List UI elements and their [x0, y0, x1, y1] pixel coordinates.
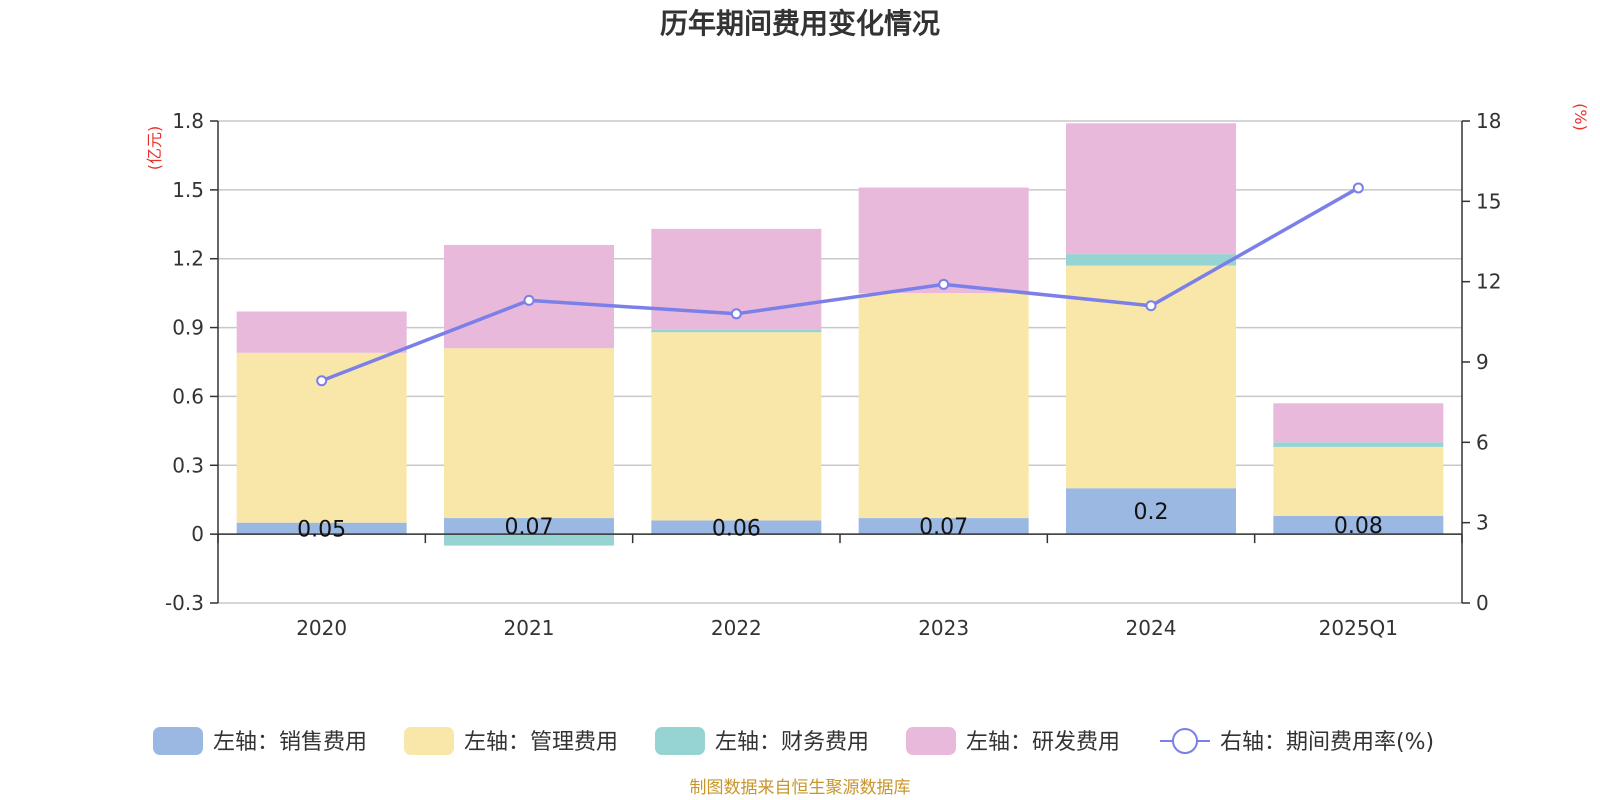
right-axis-tick-label: 18: [1476, 109, 1501, 133]
rate-line-layer: [316, 182, 1364, 387]
bar-segment: [651, 329, 822, 333]
legend-label: 左轴：管理费用: [464, 730, 618, 755]
right-axis-tick-label: 15: [1476, 189, 1501, 213]
x-axis-tick-label: 2020: [296, 616, 347, 640]
bar-segment: [1066, 123, 1236, 255]
right-axis-tick-label: 6: [1476, 430, 1489, 454]
chart-title: 历年期间费用变化情况: [660, 7, 940, 40]
source-note: 制图数据来自恒生聚源数据库: [690, 778, 911, 798]
bar-value-label: 0.06: [712, 516, 761, 541]
left-axis-tick-label: 1.5: [172, 178, 204, 202]
bar-segment: [1273, 446, 1444, 516]
bar-layer: [236, 123, 1444, 546]
bar-segment: [858, 293, 1029, 519]
bar-segment: [1273, 442, 1444, 447]
right-axis-tick-label: 0: [1476, 591, 1489, 615]
legend-label: 右轴：期间费用率(%): [1220, 730, 1434, 755]
bar-segment: [1273, 403, 1444, 443]
rate-point: [316, 375, 328, 387]
bar-segment: [444, 518, 614, 535]
bar-segment: [236, 311, 407, 353]
x-axis-tick-label: 2021: [504, 616, 555, 640]
legend-swatch: [404, 727, 454, 755]
bar-segment: [1066, 488, 1236, 535]
bar-segment: [651, 520, 822, 535]
bar-segment: [858, 518, 1029, 535]
legend-swatch-marker: [1172, 728, 1198, 754]
left-axis-tick-label: 0: [191, 522, 204, 546]
axes: -0.3 0 0.3 0.6 0.9 1.2 1.5 1.8 0 3 6 9 12 15 18 (亿元) (%)…: [145, 103, 1590, 640]
bar-value-label: 0.07: [505, 515, 554, 540]
legend: 左轴：销售费用 左轴：管理费用 左轴：财务费用 左轴：研发费用 右轴：期间费用率(%): [153, 727, 1434, 755]
right-axis-tick-label: 9: [1476, 350, 1489, 374]
left-axis-tick-label: -0.3: [165, 591, 204, 615]
left-axis-tick-label: 0.6: [172, 384, 204, 408]
bar-segment: [444, 348, 614, 519]
x-axis-tick-label: 2025Q1: [1319, 616, 1398, 640]
left-axis-tick-label: 1.8: [172, 109, 204, 133]
x-axis-tick-label: 2022: [711, 616, 762, 640]
bar-value-label: 0.08: [1334, 514, 1383, 539]
legend-label: 左轴：财务费用: [715, 730, 869, 755]
left-axis-unit: (亿元): [145, 126, 164, 171]
right-axis-unit: (%): [1571, 103, 1590, 131]
legend-label: 左轴：研发费用: [966, 730, 1120, 755]
legend-label: 左轴：销售费用: [213, 730, 367, 755]
data-labels: 0.05 0.07 0.06 0.07 0.2 0.08: [297, 500, 1383, 542]
rate-point: [938, 278, 950, 290]
left-axis-tick-label: 0.9: [172, 316, 204, 340]
left-axis-tick-label: 1.2: [172, 247, 204, 271]
bar-segment: [858, 187, 1029, 294]
legend-swatch: [906, 727, 956, 755]
bar-value-label: 0.07: [919, 515, 968, 540]
rate-line: [321, 186, 1360, 383]
bar-segment: [651, 332, 822, 521]
rate-point: [523, 294, 535, 306]
left-axis-tick-label: 0.3: [172, 453, 204, 477]
x-axis-tick-label: 2023: [918, 616, 969, 640]
rate-point: [1352, 182, 1364, 194]
bar-segment: [444, 534, 614, 546]
rate-point: [730, 308, 742, 320]
legend-swatch: [153, 727, 203, 755]
x-axis-tick-label: 2024: [1126, 616, 1177, 640]
bar-segment: [1066, 254, 1236, 266]
bar-segment: [1273, 515, 1444, 535]
legend-swatch: [655, 727, 705, 755]
right-axis-tick-label: 3: [1476, 511, 1489, 535]
bar-value-label: 0.05: [297, 517, 346, 542]
bar-value-label: 0.2: [1134, 500, 1169, 525]
bar-segment: [236, 522, 407, 535]
rate-point: [1145, 300, 1157, 312]
right-axis-tick-label: 12: [1476, 270, 1501, 294]
